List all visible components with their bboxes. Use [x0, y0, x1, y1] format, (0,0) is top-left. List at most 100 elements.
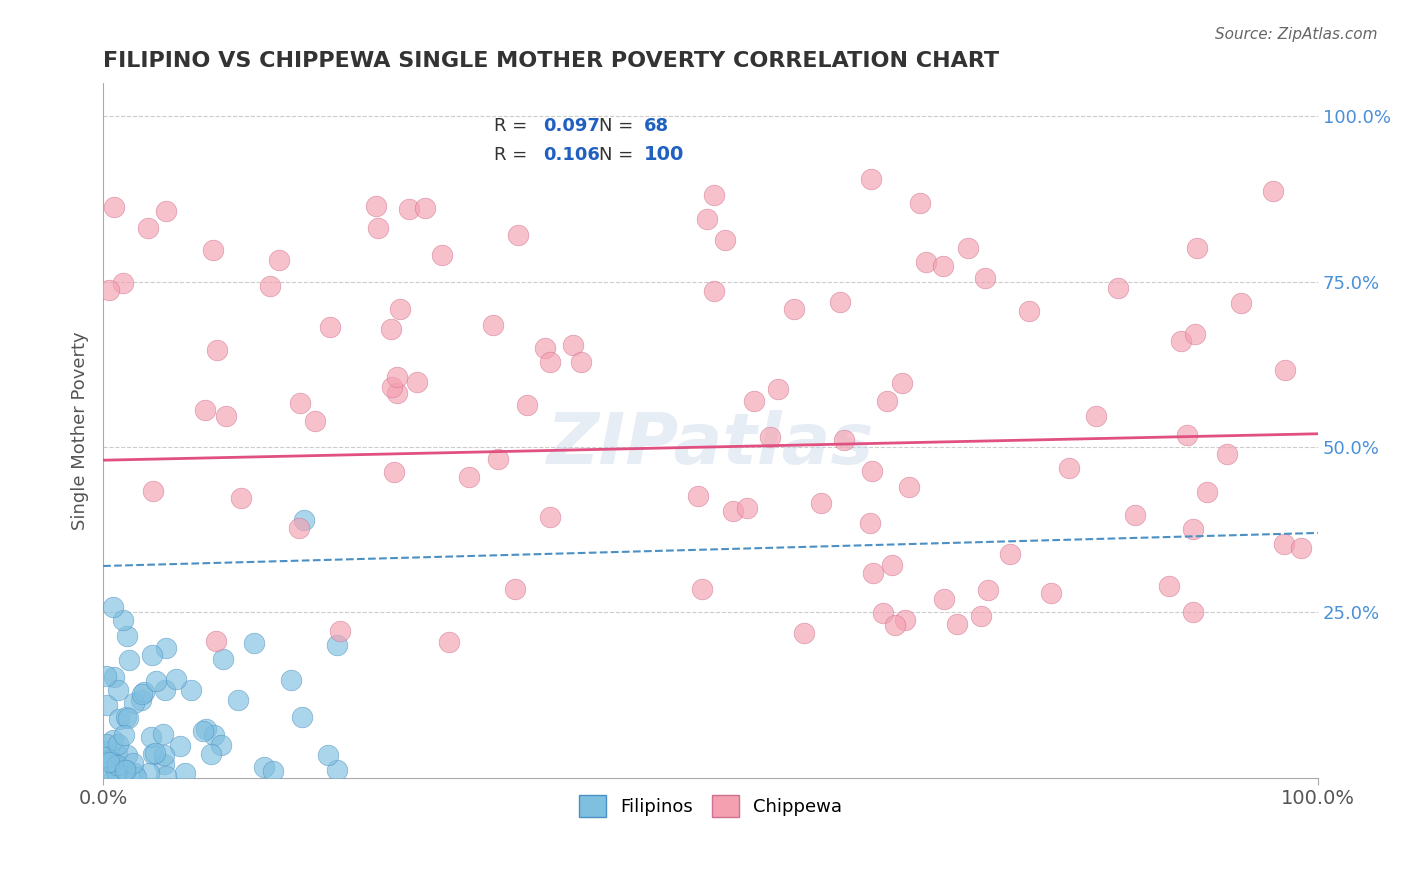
Chippewa — [1185, 241, 1208, 255]
Filipinos — [103, 600, 125, 615]
Text: ZIPatlas: ZIPatlas — [547, 409, 875, 479]
Text: Source: ZipAtlas.com: Source: ZipAtlas.com — [1215, 27, 1378, 42]
Filipinos — [138, 765, 160, 780]
Chippewa — [714, 233, 737, 247]
Chippewa — [828, 295, 851, 310]
Text: 0.106: 0.106 — [543, 146, 600, 164]
Filipinos — [152, 726, 174, 740]
Filipinos — [318, 748, 340, 763]
Chippewa — [1230, 295, 1253, 310]
Chippewa — [215, 409, 238, 424]
Chippewa — [569, 355, 592, 369]
Chippewa — [932, 592, 955, 607]
Chippewa — [882, 558, 904, 572]
Chippewa — [810, 496, 832, 510]
Chippewa — [415, 201, 437, 215]
Text: N =: N = — [599, 146, 638, 164]
Y-axis label: Single Mother Poverty: Single Mother Poverty — [72, 331, 89, 530]
Filipinos — [115, 710, 138, 724]
Filipinos — [94, 750, 117, 764]
Chippewa — [690, 582, 713, 596]
Chippewa — [482, 318, 505, 333]
Chippewa — [155, 203, 177, 218]
Chippewa — [766, 382, 789, 396]
Chippewa — [1261, 185, 1284, 199]
Chippewa — [894, 613, 917, 627]
Chippewa — [884, 618, 907, 632]
Chippewa — [398, 202, 420, 216]
Chippewa — [703, 284, 725, 298]
Chippewa — [696, 211, 718, 226]
Chippewa — [1289, 541, 1312, 555]
Filipinos — [105, 766, 128, 780]
Chippewa — [782, 301, 804, 316]
Filipinos — [326, 763, 349, 777]
Chippewa — [319, 320, 342, 334]
Chippewa — [915, 254, 938, 268]
Chippewa — [516, 398, 538, 412]
Filipinos — [101, 755, 124, 769]
Chippewa — [946, 617, 969, 632]
Filipinos — [121, 756, 143, 770]
Chippewa — [136, 220, 159, 235]
Filipinos — [122, 696, 145, 710]
Filipinos — [263, 764, 285, 778]
Chippewa — [112, 276, 135, 290]
Chippewa — [1107, 281, 1129, 295]
Chippewa — [1215, 447, 1237, 461]
Filipinos — [101, 732, 124, 747]
Chippewa — [304, 414, 326, 428]
Filipinos — [96, 669, 118, 683]
Filipinos — [98, 754, 121, 768]
Legend: Filipinos, Chippewa: Filipinos, Chippewa — [572, 788, 849, 824]
Text: R =: R = — [495, 146, 533, 164]
Text: N =: N = — [599, 118, 638, 136]
Chippewa — [793, 625, 815, 640]
Chippewa — [735, 501, 758, 516]
Filipinos — [180, 682, 202, 697]
Text: 0.097: 0.097 — [543, 118, 600, 136]
Chippewa — [201, 243, 224, 257]
Chippewa — [1159, 579, 1181, 593]
Filipinos — [155, 769, 177, 783]
Filipinos — [131, 687, 153, 701]
Filipinos — [145, 673, 167, 688]
Chippewa — [98, 284, 121, 298]
Filipinos — [165, 673, 187, 687]
Filipinos — [97, 769, 120, 783]
Filipinos — [174, 766, 197, 780]
Filipinos — [242, 636, 264, 650]
Chippewa — [388, 301, 411, 316]
Chippewa — [1057, 460, 1080, 475]
Chippewa — [1039, 586, 1062, 600]
Filipinos — [141, 648, 163, 663]
Filipinos — [112, 728, 135, 742]
Filipinos — [103, 770, 125, 784]
Chippewa — [488, 451, 510, 466]
Text: FILIPINO VS CHIPPEWA SINGLE MOTHER POVERTY CORRELATION CHART: FILIPINO VS CHIPPEWA SINGLE MOTHER POVER… — [103, 51, 1000, 70]
Filipinos — [226, 693, 249, 707]
Filipinos — [93, 744, 115, 758]
Chippewa — [1274, 363, 1296, 377]
Chippewa — [908, 196, 931, 211]
Chippewa — [269, 252, 291, 267]
Chippewa — [998, 547, 1021, 561]
Chippewa — [142, 483, 165, 498]
Chippewa — [367, 221, 389, 235]
Filipinos — [141, 730, 163, 744]
Filipinos — [125, 770, 148, 784]
Chippewa — [1175, 428, 1198, 442]
Chippewa — [538, 509, 561, 524]
Chippewa — [1182, 605, 1205, 619]
Chippewa — [891, 376, 914, 390]
Chippewa — [1182, 522, 1205, 536]
Filipinos — [211, 652, 233, 666]
Filipinos — [145, 746, 167, 760]
Chippewa — [562, 338, 585, 352]
Chippewa — [977, 582, 1000, 597]
Filipinos — [96, 698, 118, 712]
Filipinos — [107, 738, 129, 752]
Chippewa — [1085, 409, 1108, 423]
Filipinos — [252, 760, 274, 774]
Filipinos — [117, 748, 139, 763]
